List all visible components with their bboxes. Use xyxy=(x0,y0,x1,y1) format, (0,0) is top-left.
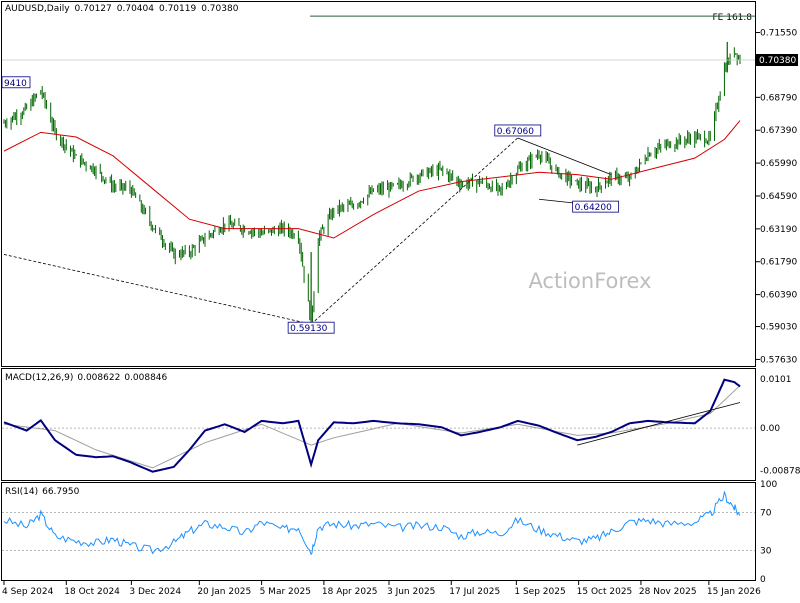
symbol-label: AUDUSD,Daily xyxy=(5,4,70,14)
time-tick-label: 3 Jun 2025 xyxy=(387,587,435,597)
time-tick-label: 17 Jul 2025 xyxy=(449,587,500,597)
high-value: 0.70404 xyxy=(116,4,154,14)
time-tick-label: 5 Mar 2025 xyxy=(260,587,311,597)
macd-lines xyxy=(2,378,755,473)
annotation-label: 0.59130 xyxy=(290,324,327,334)
rsi-axis-label: 70 xyxy=(760,509,772,519)
macd-header: MACD(12,26,9) 0.008622 0.008846 xyxy=(5,373,171,383)
macd-axis-label: 0.00 xyxy=(760,424,780,434)
moving-average xyxy=(3,120,741,239)
price-tick-label: 0.63190 xyxy=(760,225,797,235)
watermark: ActionForex xyxy=(528,269,651,293)
price-tick-label: 0.61790 xyxy=(760,258,797,268)
time-tick-label: 20 Jan 2025 xyxy=(197,587,251,597)
annotation-box xyxy=(494,124,542,137)
macd-label: MACD(12,26,9) xyxy=(5,373,74,383)
price-tick-label: 0.60390 xyxy=(760,291,797,301)
low-value: 0.70119 xyxy=(158,4,197,14)
time-axis: 4 Sep 2024 18 Oct 2024 3 Dec 2024 20 Jan 20… xyxy=(2,581,761,597)
time-tick-label: 4 Sep 2024 xyxy=(2,587,54,597)
rsi-lines xyxy=(2,490,755,556)
price-tick-label: 0.67390 xyxy=(760,126,797,136)
price-axis: 0.71550 0.68790 0.67390 0.65990 0.64590 0.631… xyxy=(756,29,797,365)
price-bars xyxy=(3,41,741,325)
rsi-line xyxy=(3,490,741,556)
macd-main-line xyxy=(3,378,741,473)
rsi-label: RSI(14) xyxy=(5,487,39,497)
time-tick-label: 3 Dec 2024 xyxy=(129,587,181,597)
fe-label: FE 161.8 xyxy=(713,13,753,23)
price-badge-box xyxy=(756,54,798,67)
trend-line xyxy=(517,137,612,175)
time-tick-label: 18 Oct 2024 xyxy=(64,587,120,597)
macd-trend-line xyxy=(577,402,741,446)
macd-signal-line xyxy=(3,385,741,469)
fe-level xyxy=(2,15,755,61)
price-tick-label: 0.71550 xyxy=(760,29,797,39)
close-value: 0.70380 xyxy=(201,4,239,14)
price-annotations: 9410 0.67060 0.64200 0.59130 xyxy=(1,76,620,334)
annotation-box xyxy=(287,321,335,334)
trend-line xyxy=(310,137,519,325)
rsi-value: 66.7950 xyxy=(42,487,80,497)
annotation-box xyxy=(1,76,31,89)
annotation-label: 0.67060 xyxy=(497,127,534,137)
time-tick-label: 1 Sep 2025 xyxy=(514,587,565,597)
time-tick-label: 15 Oct 2025 xyxy=(577,587,633,597)
macd-axis-label: 0.0101 xyxy=(760,375,792,385)
macd-panel xyxy=(1,368,756,481)
rsi-axis: 100 70 30 0 xyxy=(760,480,777,585)
rsi-axis-label: 0 xyxy=(760,575,766,585)
macd-signal-value: 0.008846 xyxy=(124,373,168,383)
annotation-box xyxy=(572,200,620,213)
macd-axis: 0.0101 0.00 -0.008786 xyxy=(760,375,800,476)
annotation-label: 0.64200 xyxy=(575,203,612,213)
rsi-panel xyxy=(1,482,756,581)
price-tick-label: 0.65990 xyxy=(760,159,797,169)
trend-line xyxy=(3,254,312,325)
price-badge-label: 0.70380 xyxy=(759,56,796,66)
time-tick-label: 18 Apr 2025 xyxy=(322,587,378,597)
rsi-header: RSI(14) 66.7950 xyxy=(5,487,83,497)
open-value: 0.70127 xyxy=(74,4,112,14)
moving-average-line xyxy=(3,120,741,239)
chart-header: AUDUSD,Daily 0.70127 0.70404 0.70119 0.70380 xyxy=(5,4,243,14)
macd-main-value: 0.008622 xyxy=(77,373,121,383)
annotation-label: 9410 xyxy=(4,79,27,89)
time-tick-label: 15 Jan 2026 xyxy=(707,587,761,597)
price-badge: 0.70380 xyxy=(756,54,798,67)
price-tick-label: 0.57630 xyxy=(760,355,797,365)
rsi-axis-label: 30 xyxy=(760,547,772,557)
rsi-axis-label: 100 xyxy=(760,480,777,490)
price-tick-label: 0.64590 xyxy=(760,192,797,202)
price-tick-label: 0.59030 xyxy=(760,323,797,333)
price-tick-label: 0.68790 xyxy=(760,93,797,103)
time-tick-label: 28 Nov 2025 xyxy=(639,587,697,597)
macd-axis-label: -0.008786 xyxy=(760,467,800,477)
